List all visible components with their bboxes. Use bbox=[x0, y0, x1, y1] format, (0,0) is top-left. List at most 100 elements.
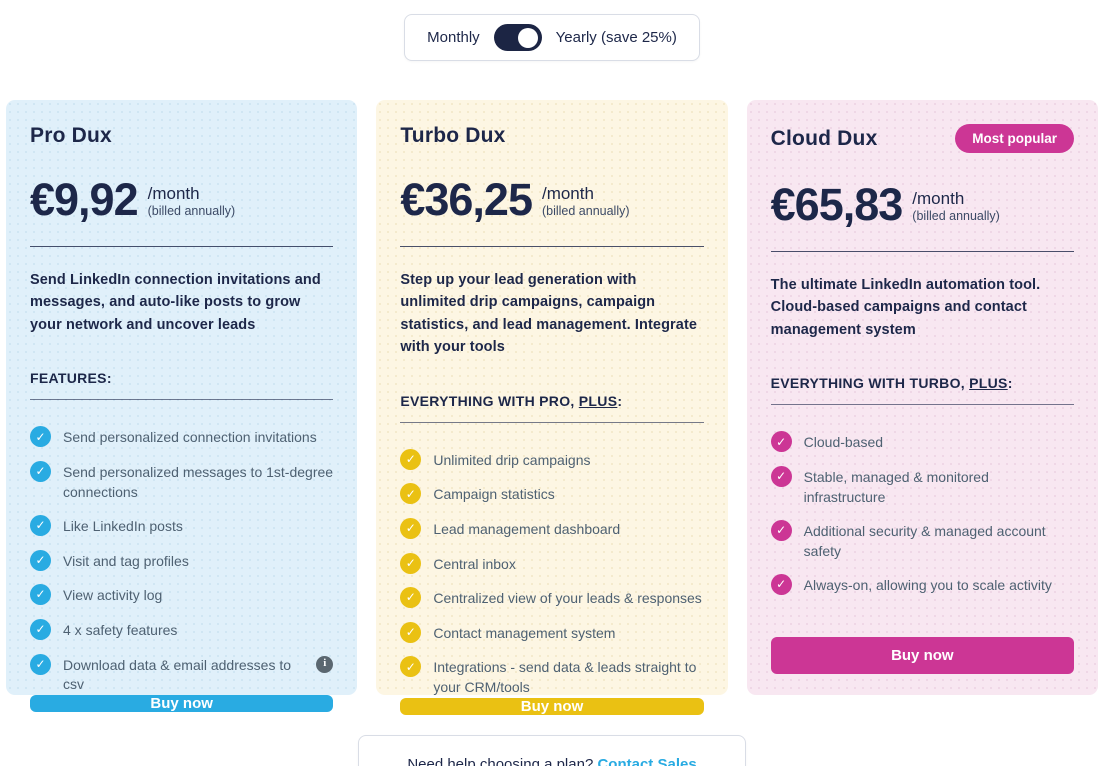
feature-text: Unlimited drip campaigns bbox=[433, 451, 591, 468]
info-icon[interactable]: i bbox=[316, 655, 334, 673]
toggle-knob-icon bbox=[517, 27, 538, 48]
feature-text: Lead management dashboard bbox=[433, 521, 621, 538]
check-icon: ✓ bbox=[30, 461, 51, 482]
features-heading-prefix: EVERYTHING WITH PRO, bbox=[400, 392, 579, 409]
plan-card-pro-dux: Pro Dux €9,92 /month (billed annually) S… bbox=[6, 100, 358, 712]
feature-text: Like LinkedIn posts bbox=[63, 518, 183, 535]
plan-price: €65,83 bbox=[770, 179, 904, 230]
divider bbox=[770, 404, 1074, 406]
check-icon: ✓ bbox=[30, 549, 51, 571]
check-icon: ✓ bbox=[770, 431, 792, 453]
buy-now-button-cloud[interactable]: Buy now bbox=[770, 637, 1074, 674]
check-icon: ✓ bbox=[770, 466, 792, 487]
plan-title: Turbo Dux bbox=[400, 124, 506, 147]
check-icon: ✓ bbox=[30, 653, 51, 675]
buy-now-button-turbo[interactable]: Buy now bbox=[400, 697, 704, 715]
feature-item: ✓ Send personalized messages to 1st-degre… bbox=[30, 461, 333, 502]
plan-card-turbo-dux: Turbo Dux €36,25 /month (billed annually… bbox=[376, 100, 728, 715]
feature-text: Integrations - send data & leads straigh… bbox=[433, 659, 697, 696]
contact-sales-link[interactable]: Contact Sales bbox=[597, 756, 697, 766]
plan-card-cloud-dux: Cloud Dux Most popular €65,83 /month (bi… bbox=[746, 100, 1098, 695]
feature-item: ✓ Stable, managed & monitored infrastruct… bbox=[770, 466, 1074, 507]
most-popular-badge: Most popular bbox=[955, 124, 1074, 153]
feature-item: ✓ Central inbox bbox=[400, 552, 703, 575]
plan-title: Pro Dux bbox=[30, 124, 112, 147]
yearly-label: Yearly (save 25%) bbox=[555, 29, 677, 46]
check-icon: ✓ bbox=[30, 426, 51, 448]
price-period: /month bbox=[147, 184, 200, 204]
feature-item: ✓ Centralized view of your leads & respon… bbox=[400, 587, 703, 609]
feature-item: ✓ Campaign statistics bbox=[400, 483, 703, 505]
feature-item: ✓ Contact management system bbox=[400, 621, 703, 644]
features-heading-underlined: PLUS bbox=[578, 392, 618, 409]
features-heading-underlined: PLUS bbox=[969, 375, 1008, 392]
price-row: €36,25 /month (billed annually) bbox=[400, 174, 703, 226]
billing-toggle-box: Monthly Yearly (save 25%) bbox=[404, 14, 700, 61]
feature-item: ✓ Download data & email addresses to csv i bbox=[30, 653, 334, 695]
feature-item: ✓ Visit and tag profiles bbox=[30, 549, 333, 572]
features-heading-prefix: FEATURES bbox=[30, 370, 107, 387]
check-icon: ✓ bbox=[30, 618, 51, 640]
plan-price: €9,92 bbox=[30, 174, 139, 225]
feature-text: View activity log bbox=[63, 587, 163, 604]
plan-price: €36,25 bbox=[400, 174, 533, 225]
billing-toggle-switch[interactable] bbox=[493, 24, 542, 51]
card-header: Turbo Dux bbox=[400, 124, 703, 148]
divider bbox=[30, 399, 334, 401]
check-icon: ✓ bbox=[400, 448, 422, 470]
billing-note: (billed annually) bbox=[147, 203, 236, 218]
features-list: ✓ Send personalized connection invitation… bbox=[30, 413, 334, 695]
monthly-label: Monthly bbox=[427, 29, 480, 46]
plan-description: Step up your lead generation with unlimi… bbox=[400, 272, 698, 356]
feature-item: ✓ Always-on, allowing you to scale activi… bbox=[770, 574, 1074, 596]
feature-item: ✓ Lead management dashboard bbox=[400, 518, 703, 540]
divider bbox=[770, 251, 1074, 252]
features-heading: EVERYTHING WITH TURBO, PLUS: bbox=[771, 375, 1074, 391]
check-icon: ✓ bbox=[770, 520, 792, 542]
features-heading-prefix: EVERYTHING WITH TURBO, bbox=[770, 375, 970, 392]
feature-item: ✓ Cloud-based bbox=[770, 431, 1074, 453]
feature-text: Visit and tag profiles bbox=[63, 552, 189, 569]
feature-text: Send personalized messages to 1st-degree… bbox=[63, 464, 334, 500]
feature-item: ✓ Unlimited drip campaigns bbox=[400, 448, 703, 471]
check-icon: ✓ bbox=[400, 518, 422, 540]
divider bbox=[400, 246, 704, 247]
feature-item: ✓ Send personalized connection invitation… bbox=[30, 426, 333, 448]
features-heading-suffix: : bbox=[617, 392, 623, 409]
features-heading: FEATURES: bbox=[30, 370, 333, 386]
feature-text: Campaign statistics bbox=[433, 486, 555, 503]
divider bbox=[400, 421, 704, 423]
feature-text: Central inbox bbox=[433, 555, 516, 572]
check-icon: ✓ bbox=[400, 656, 422, 678]
feature-item: ✓ Integrations - send data & leads straig… bbox=[400, 656, 703, 697]
billing-toggle-bar: Monthly Yearly (save 25%) bbox=[0, 0, 1104, 61]
buy-now-button-pro[interactable]: Buy now bbox=[30, 694, 334, 712]
feature-text: Stable, managed & monitored infrastructu… bbox=[803, 469, 989, 505]
check-icon: ✓ bbox=[400, 587, 422, 609]
feature-text: Send personalized connection invitations bbox=[63, 429, 317, 446]
check-icon: ✓ bbox=[30, 584, 51, 606]
help-footer: Need help choosing a plan? Contact Sales bbox=[0, 735, 1104, 766]
feature-text: Contact management system bbox=[433, 624, 616, 641]
feature-text: Centralized view of your leads & respons… bbox=[433, 590, 702, 607]
feature-text: Always-on, allowing you to scale activit… bbox=[803, 577, 1052, 594]
pricing-cards: Pro Dux €9,92 /month (billed annually) S… bbox=[0, 100, 1104, 715]
price-suffix: /month (billed annually) bbox=[912, 187, 1000, 223]
plan-title: Cloud Dux bbox=[770, 126, 878, 150]
card-header: Cloud Dux Most popular bbox=[771, 124, 1074, 153]
check-icon: ✓ bbox=[400, 552, 422, 574]
feature-text: Cloud-based bbox=[803, 434, 884, 451]
price-row: €65,83 /month (billed annually) bbox=[771, 179, 1074, 231]
price-suffix: /month (billed annually) bbox=[148, 182, 236, 218]
feature-item: ✓ Like LinkedIn posts bbox=[30, 515, 333, 537]
billing-note: (billed annually) bbox=[541, 203, 630, 218]
card-header: Pro Dux bbox=[30, 124, 333, 148]
billing-note: (billed annually) bbox=[912, 208, 1000, 223]
divider bbox=[30, 246, 334, 247]
features-heading-suffix: : bbox=[106, 370, 112, 387]
feature-item: ✓ 4 x safety features bbox=[30, 618, 333, 641]
check-icon: ✓ bbox=[30, 515, 51, 537]
price-period: /month bbox=[912, 189, 965, 209]
feature-text: 4 x safety features bbox=[63, 621, 178, 638]
help-text: Need help choosing a plan? bbox=[407, 756, 598, 766]
